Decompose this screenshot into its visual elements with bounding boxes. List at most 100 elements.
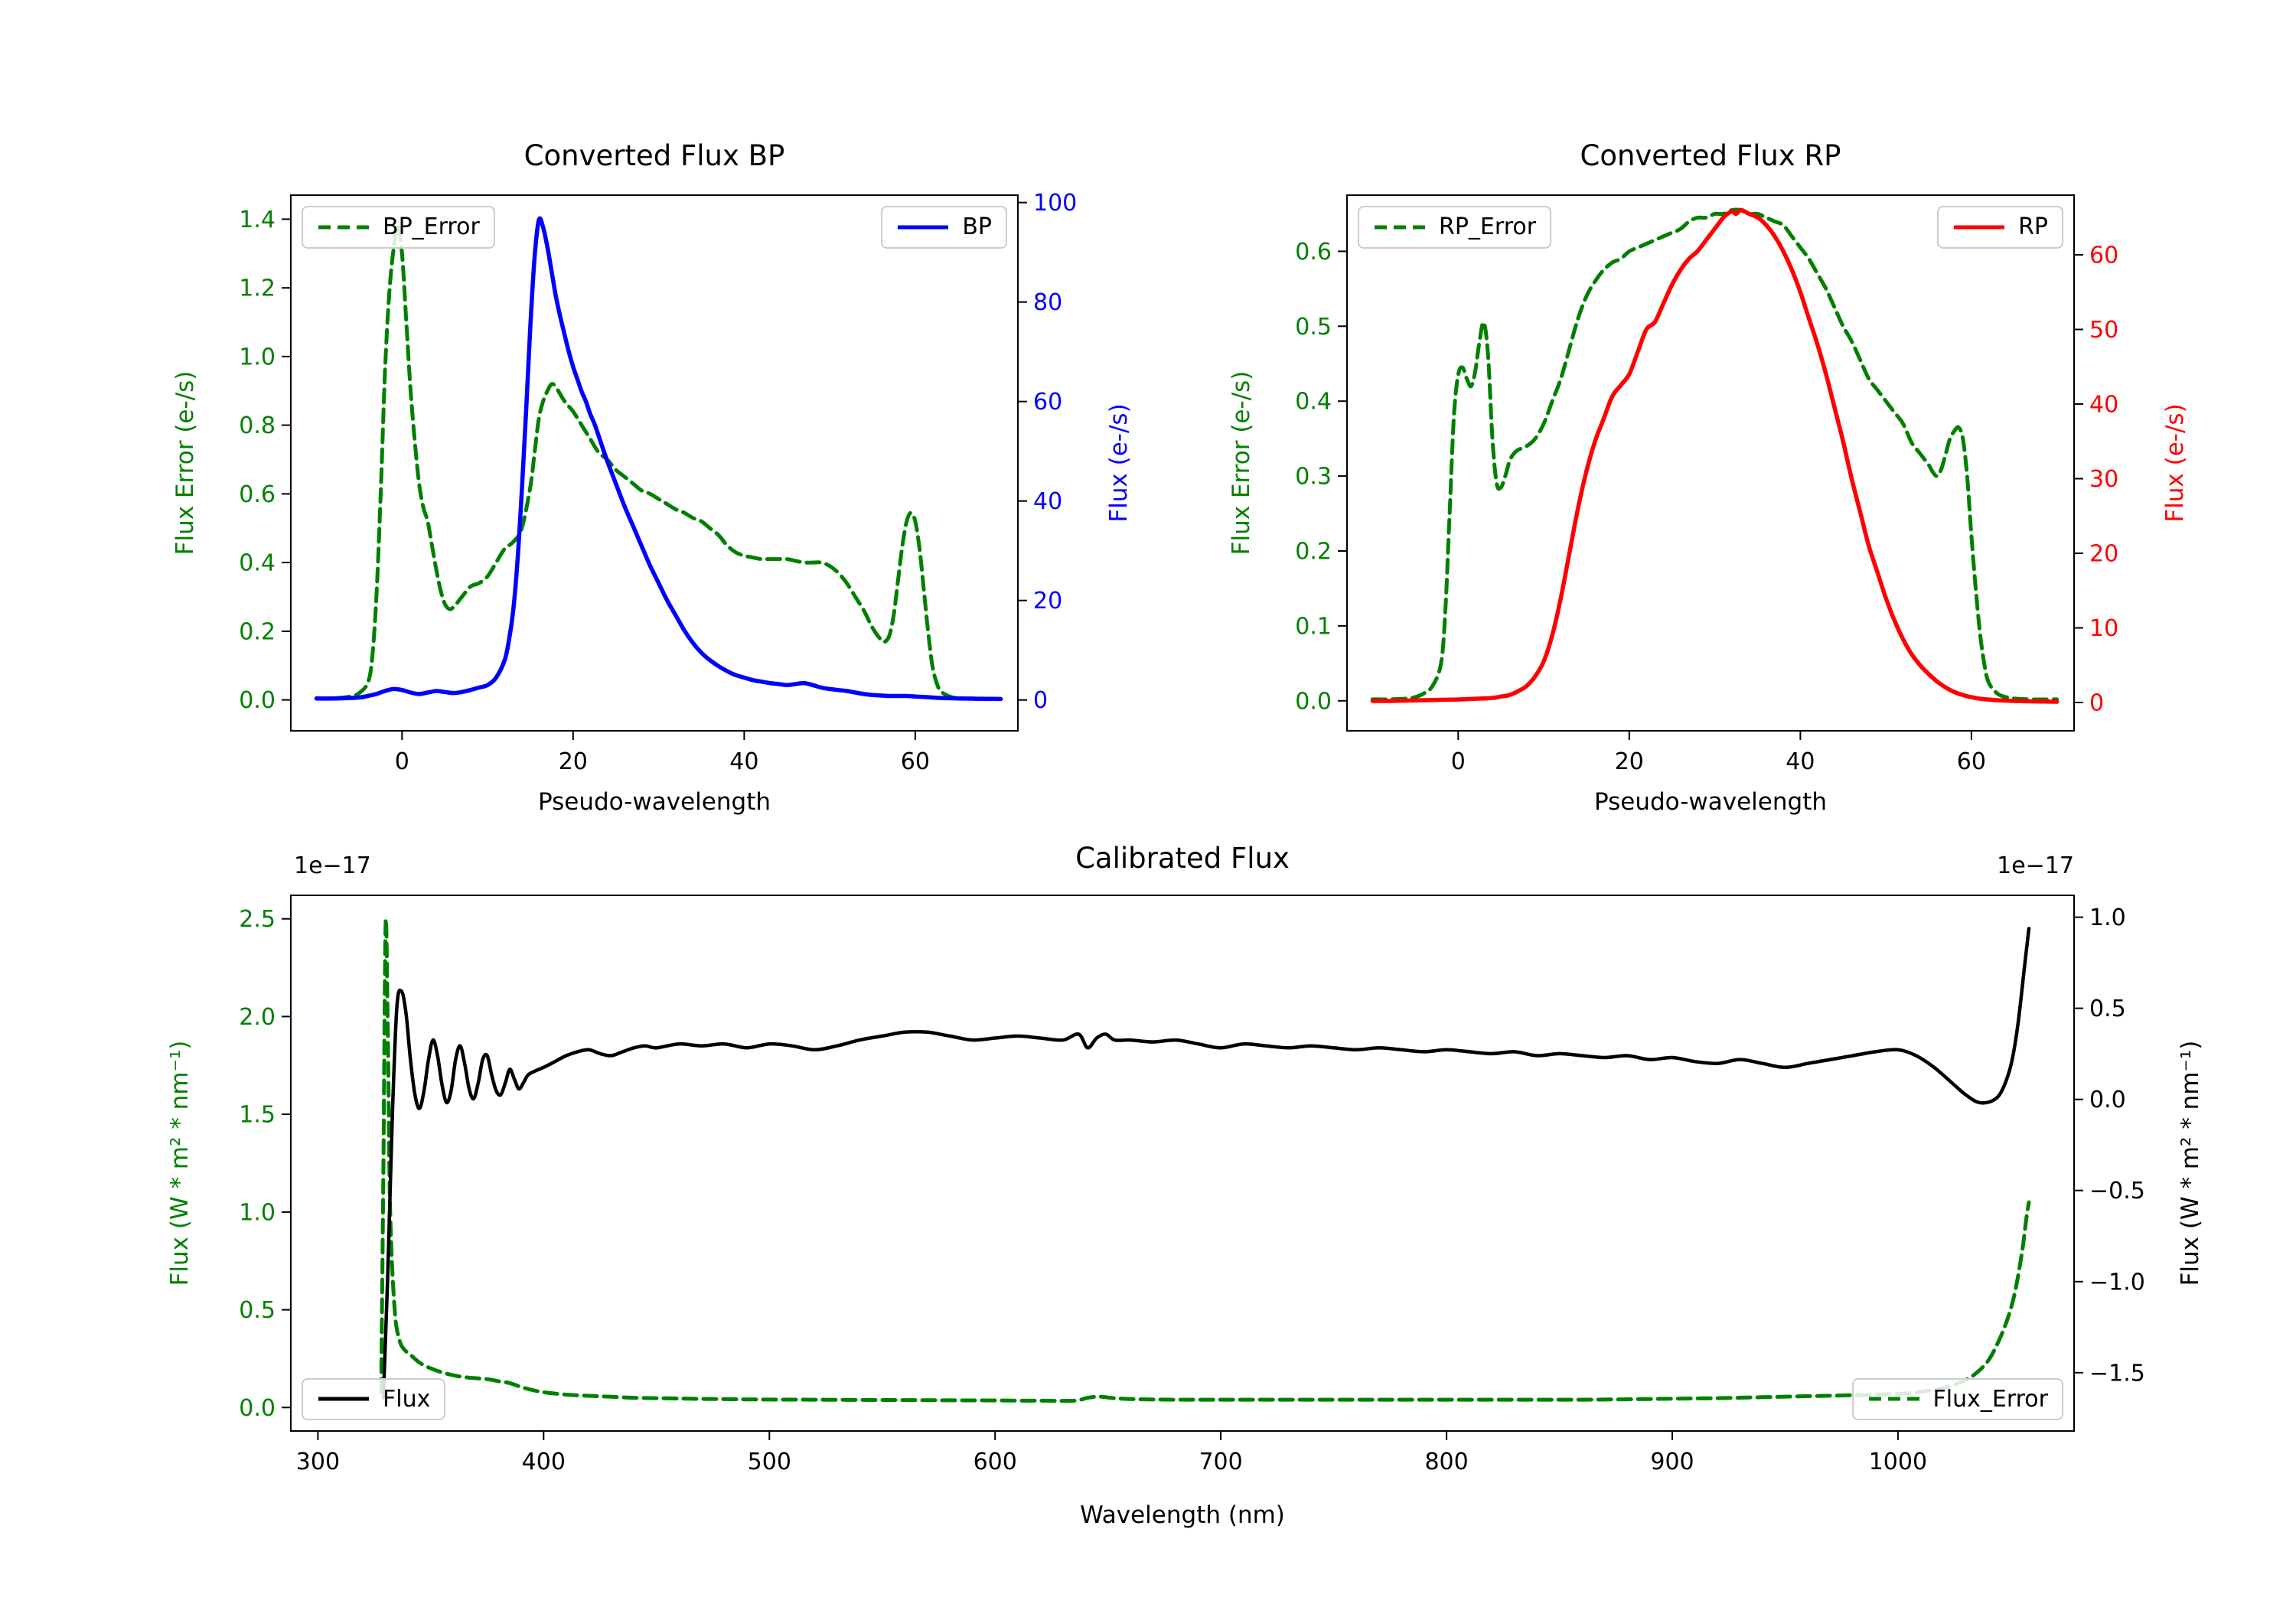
cal-left-y-tick-label: 1.0: [239, 1199, 276, 1226]
rp-right-y-tick-label: 20: [2089, 541, 2118, 568]
bp-left-y-tick-label: 0.8: [239, 412, 276, 439]
cal-legend-flux: Flux: [302, 1377, 446, 1420]
rp-series-rp: [1370, 207, 2060, 704]
cal-legend-flux-error-label: Flux_Error: [1932, 1385, 2048, 1413]
rp-left-y-tick-label: 0.0: [1295, 688, 1332, 715]
bp-series-bp-error: [315, 223, 1003, 701]
rp-left-y-tick-label: 0.6: [1295, 239, 1332, 266]
rp-series-rp-error: [1371, 207, 2060, 702]
cal-right-y-tick-label: −0.5: [2089, 1178, 2145, 1204]
bp-left-y-tick-label: 1.4: [239, 207, 276, 233]
rp-left-y-tick-label: 0.5: [1295, 314, 1332, 341]
rp-legend-rp-error-line: [1375, 225, 1425, 230]
rp-legend-rp-line: [1954, 225, 2005, 230]
bp-left-y-tick-label: 0.4: [239, 550, 276, 577]
rp-plot-title: Converted Flux RP: [1580, 139, 1841, 172]
rp-right-y-tick-label: 0: [2089, 690, 2104, 717]
calibrated-right-axis-label: Flux (W * m² * nm⁻¹): [2177, 1040, 2204, 1286]
cal-left-y-tick-label: 0.0: [239, 1395, 276, 1422]
bp-legend-bp-error-label: BP_Error: [383, 214, 480, 240]
bp-axes: 0 20 40 60 0.0 0.2 0.4 0.6 0.8 1.0 1.2 1.4 0 20 40 60 80…: [239, 190, 1077, 775]
bp-canvas: 0 20 40 60 0.0 0.2 0.4 0.6 0.8 1.0 1.2 1.4 0 20 40 60 80…: [239, 190, 1077, 775]
rp-right-axis-label: Flux (e-/s): [2161, 403, 2189, 523]
bp-right-y-tick-label: 20: [1033, 588, 1062, 614]
rp-right-y-tick-label: 50: [2089, 317, 2118, 344]
calibrated-right-offset-text: 1e−17: [1997, 852, 2074, 879]
bp-right-y-tick-label: 80: [1033, 289, 1062, 316]
rp-x-tick-label: 60: [1957, 748, 1986, 775]
bp-right-y-tick-label: 60: [1033, 389, 1062, 416]
cal-x-tick-label: 900: [1650, 1449, 1694, 1475]
rp-left-axis-label: Flux Error (e-/s): [1228, 370, 1255, 556]
bp-x-tick-label: 60: [901, 748, 930, 775]
cal-x-tick-label: 1000: [1869, 1449, 1927, 1475]
cal-right-y-tick-label: 0.5: [2089, 996, 2126, 1022]
bp-left-y-tick-label: 0.2: [239, 618, 276, 645]
rp-right-y-tick-label: 40: [2089, 392, 2118, 419]
cal-left-y-tick-label: 2.0: [239, 1004, 276, 1031]
cal-x-tick-label: 800: [1424, 1449, 1468, 1475]
cal-x-tick-label: 700: [1199, 1449, 1242, 1475]
rp-legend-rp-error: RP_Error: [1358, 206, 1552, 249]
cal-left-y-tick-label: 1.5: [239, 1102, 276, 1129]
bp-x-tick-label: 20: [559, 748, 588, 775]
cal-spine: [290, 895, 2075, 1432]
rp-right-y-tick-label: 60: [2089, 243, 2118, 269]
bp-left-y-tick-label: 1.0: [239, 344, 276, 370]
cal-x-tick-label: 500: [748, 1449, 791, 1475]
calibrated-xaxis-label: Wavelength (nm): [1080, 1501, 1285, 1529]
calibrated-left-offset-text: 1e−17: [294, 852, 371, 879]
rp-right-y-tick-label: 10: [2089, 615, 2118, 642]
rp-legend-rp: RP: [1937, 206, 2063, 249]
rp-xaxis-label: Pseudo-wavelength: [1593, 788, 1827, 816]
bp-left-y-tick-label: 1.2: [239, 275, 276, 302]
bp-legend-bp-label: BP: [962, 214, 992, 240]
calibrated-plot-title: Calibrated Flux: [1075, 842, 1290, 875]
cal-left-y-tick-label: 2.5: [239, 906, 276, 933]
rp-canvas: 0 20 40 60 0.0 0.1 0.2 0.3 0.4 0.5 0.6 0 10 20 30 40 50 6…: [1295, 194, 2118, 775]
cal-legend-flux-error-line: [1868, 1397, 1919, 1401]
cal-right-y-tick-label: 1.0: [2089, 905, 2126, 931]
rp-right-y-tick-label: 30: [2089, 466, 2118, 493]
bp-plot-title: Converted Flux BP: [523, 139, 785, 172]
rp-spine: [1346, 194, 2075, 732]
cal-x-tick-label: 600: [974, 1449, 1017, 1475]
calibrated-axes: 300 400 500 600 700 800 900 1000 0.0 0.5 1.0 1.5 2.0…: [239, 895, 2145, 1475]
cal-x-tick-label: 300: [296, 1449, 340, 1475]
bp-legend-bp: BP: [881, 206, 1007, 249]
cal-right-y-tick-label: −1.5: [2089, 1360, 2145, 1387]
cal-left-y-tick-label: 0.5: [239, 1297, 276, 1324]
cal-right-y-tick-label: −1.0: [2089, 1269, 2145, 1296]
bp-x-tick-label: 40: [729, 748, 758, 775]
bp-right-axis-label: Flux (e-/s): [1105, 403, 1133, 523]
rp-left-y-tick-label: 0.3: [1295, 464, 1332, 491]
cal-legend-flux-label: Flux: [383, 1385, 431, 1413]
bp-left-axis-label: Flux Error (e-/s): [171, 370, 199, 556]
rp-left-y-tick-label: 0.4: [1295, 389, 1332, 416]
bp-left-y-tick-label: 0.0: [239, 687, 276, 714]
rp-left-y-tick-label: 0.1: [1295, 613, 1332, 640]
rp-legend-rp-error-label: RP_Error: [1439, 214, 1537, 240]
cal-legend-flux-error: Flux_Error: [1851, 1377, 2063, 1420]
bp-legend-bp-error-line: [318, 225, 369, 230]
bp-spine: [290, 194, 1019, 732]
bp-legend-bp-error: BP_Error: [302, 206, 495, 249]
bp-x-tick-label: 0: [395, 748, 409, 775]
bp-right-y-tick-label: 100: [1033, 190, 1077, 217]
bp-right-y-tick-label: 40: [1033, 488, 1062, 515]
cal-legend-flux-line: [318, 1397, 369, 1401]
rp-left-y-tick-label: 0.2: [1295, 539, 1332, 566]
bp-xaxis-label: Pseudo-wavelength: [537, 788, 771, 816]
bp-left-y-tick-label: 0.6: [239, 481, 276, 508]
bp-series-bp: [314, 216, 1003, 702]
rp-axes: 0 20 40 60 0.0 0.1 0.2 0.3 0.4 0.5 0.6 0 10 20 30 40 50 6…: [1295, 194, 2118, 775]
cal-right-y-tick-label: 0.0: [2089, 1087, 2126, 1113]
bp-right-y-tick-label: 0: [1033, 687, 1048, 714]
rp-x-tick-label: 0: [1451, 748, 1466, 775]
rp-x-tick-label: 20: [1615, 748, 1644, 775]
rp-x-tick-label: 40: [1786, 748, 1815, 775]
rp-legend-rp-label: RP: [2018, 214, 2048, 240]
bp-legend-bp-line: [898, 225, 949, 230]
cal-x-tick-label: 400: [522, 1449, 566, 1475]
